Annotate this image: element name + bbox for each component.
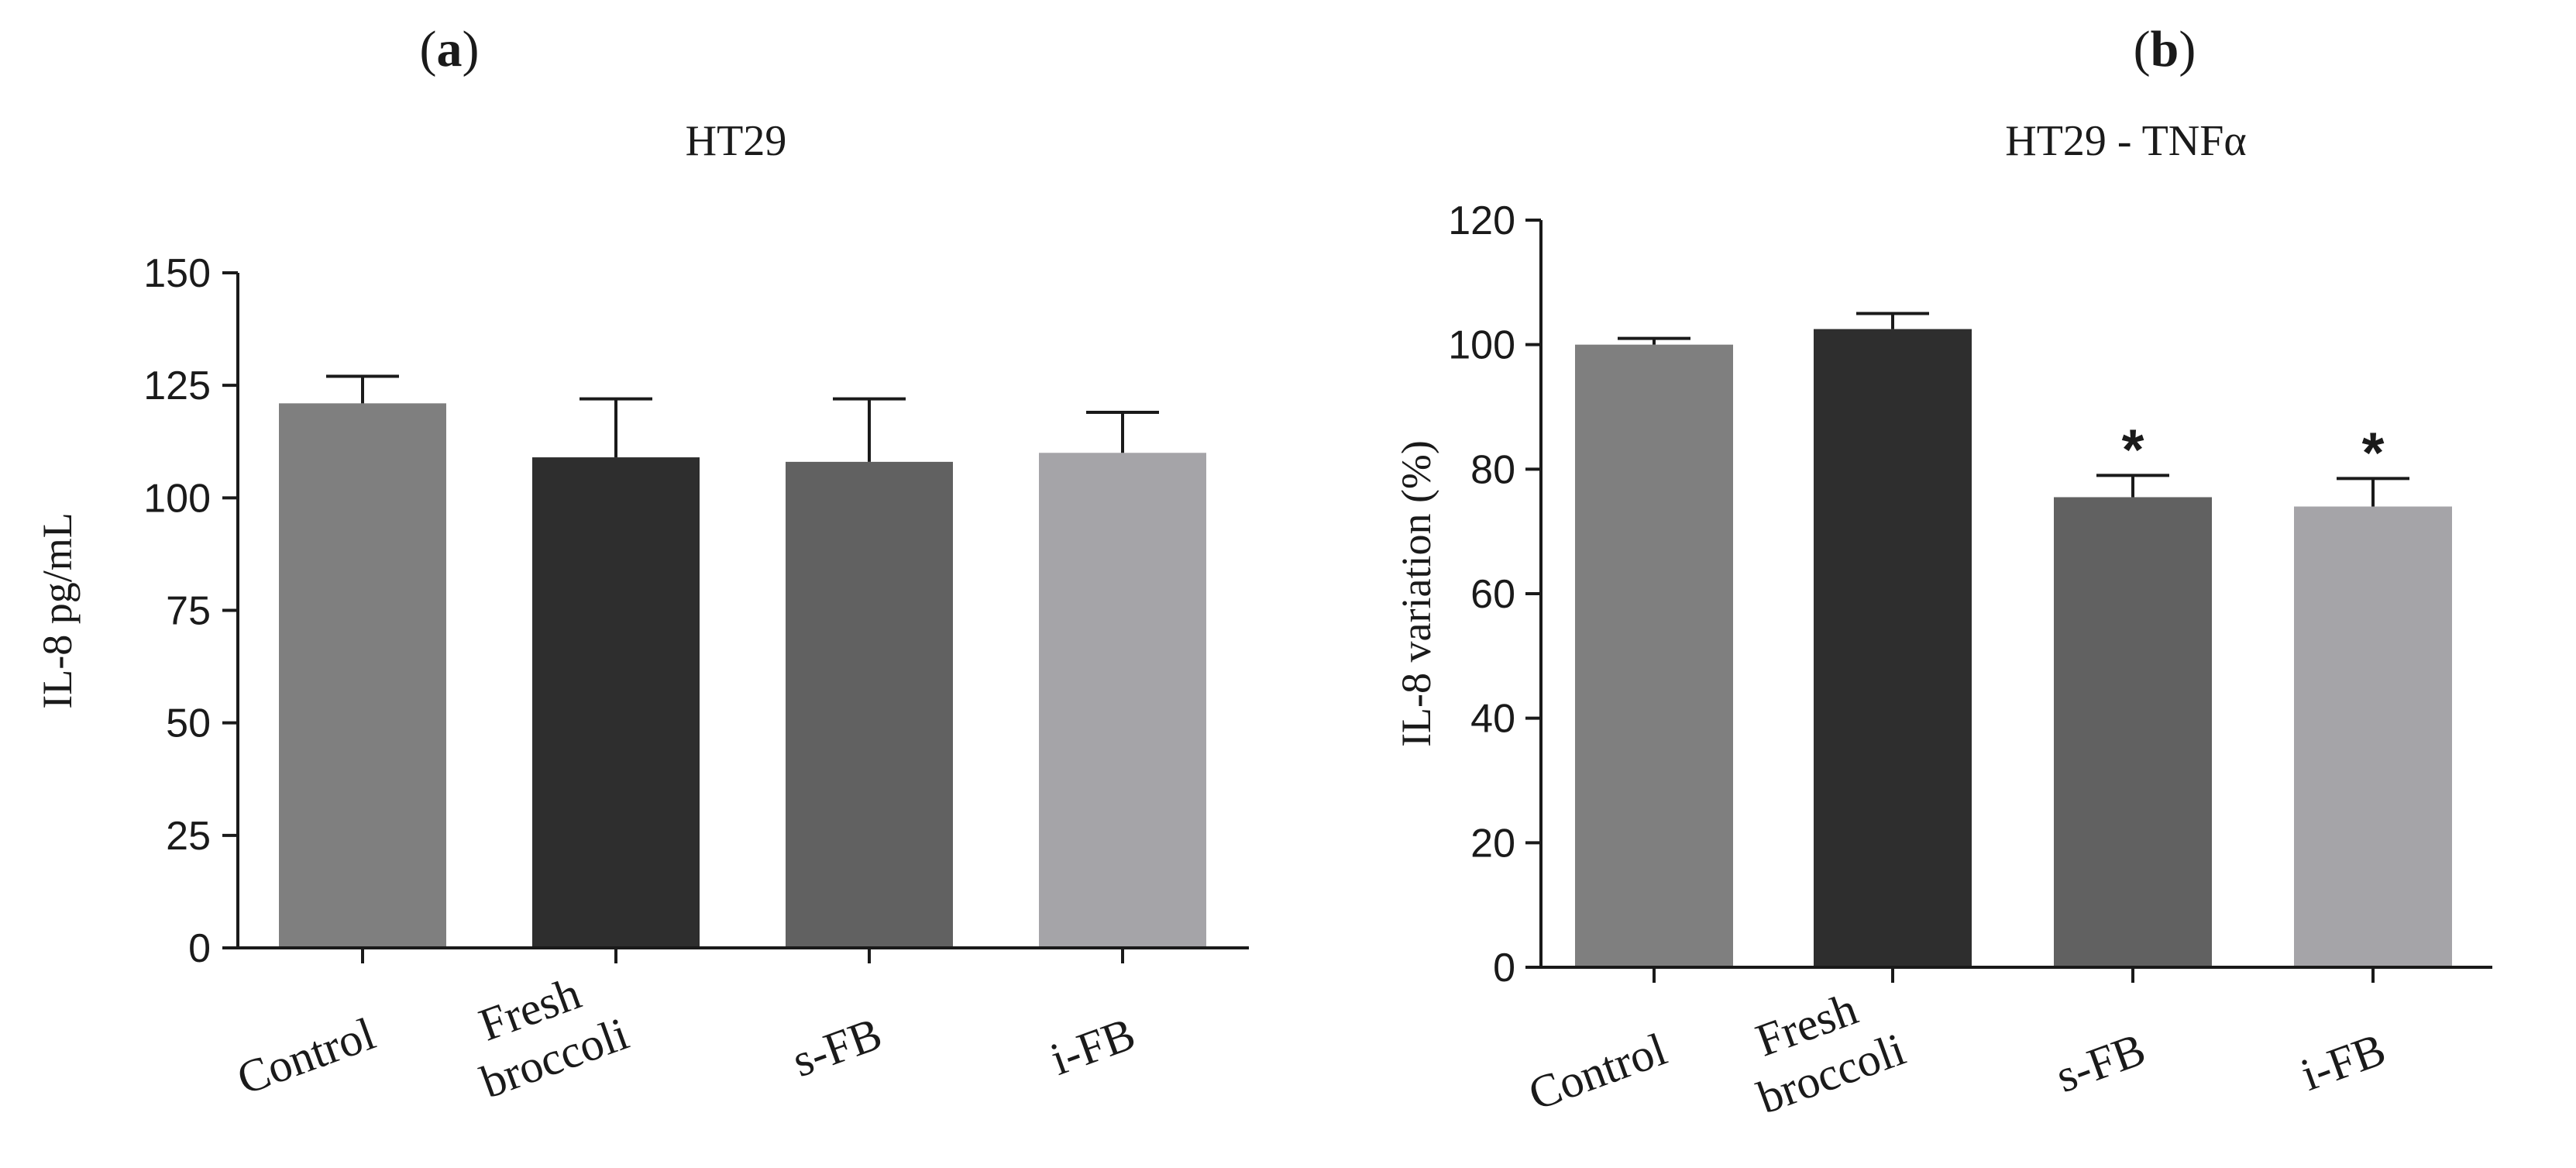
- x-tick-label: Freshbroccoli: [456, 956, 635, 1108]
- x-tick-label: i-FB: [1044, 1008, 1141, 1085]
- y-tick-label: 0: [1493, 946, 1515, 991]
- y-tick-label: 80: [1470, 447, 1515, 492]
- x-tick-label: Freshbroccoli: [1732, 972, 1911, 1123]
- y-tick-label: 60: [1470, 572, 1515, 617]
- y-tick-label: 150: [143, 251, 211, 296]
- significance-marker: *: [2122, 417, 2144, 481]
- bar: [532, 457, 700, 948]
- x-tick-label-line: i-FB: [2294, 1023, 2392, 1101]
- y-tick-label: 40: [1470, 697, 1515, 742]
- x-tick-label-line: Control: [1522, 1023, 1673, 1120]
- panel-b-letter: (b): [2134, 21, 2196, 78]
- bar: [786, 461, 953, 948]
- y-tick-label: 120: [1448, 198, 1515, 243]
- x-tick-label-line: s-FB: [2049, 1023, 2151, 1102]
- bar: [1039, 453, 1206, 948]
- y-tick-label: 100: [143, 476, 211, 521]
- x-tick-label-line: Control: [231, 1008, 382, 1104]
- y-axis-label: IL-8 variation (%): [1393, 440, 1439, 747]
- panel-a-letter: (a): [420, 21, 480, 78]
- chart-title: HT29 - TNFα: [2005, 117, 2246, 165]
- x-tick-label-line: i-FB: [1044, 1008, 1141, 1085]
- chart-a: HT29 IL-8 pg/mL 0 25 50 75 100 125 150 Control Fre…: [34, 117, 1249, 1108]
- x-tick-label: i-FB: [2294, 1023, 2392, 1101]
- significance-marker: *: [2362, 420, 2385, 484]
- y-tick-label: 0: [188, 926, 211, 971]
- x-tick-label: Control: [231, 1008, 382, 1104]
- y-tick-label: 25: [166, 814, 211, 859]
- y-axis-label: IL-8 pg/mL: [34, 512, 81, 708]
- bar: [1814, 329, 1972, 967]
- chart-b: HT29 - TNFα IL-8 variation (%) * * 0 20 40 60 80…: [1393, 117, 2492, 1123]
- x-tick-label: s-FB: [2049, 1023, 2151, 1102]
- bar: [2054, 497, 2212, 967]
- y-tick-label: 20: [1470, 821, 1515, 866]
- bar: [1575, 344, 1733, 968]
- y-tick-label: 75: [166, 589, 211, 634]
- x-tick-label-line: s-FB: [786, 1008, 888, 1087]
- y-tick-label: 125: [143, 363, 211, 408]
- bar: [279, 403, 446, 948]
- x-tick-label: Control: [1522, 1023, 1673, 1120]
- y-tick-label: 100: [1448, 323, 1515, 368]
- chart-title: HT29: [686, 117, 787, 165]
- x-tick-label: s-FB: [786, 1008, 888, 1087]
- y-tick-label: 50: [166, 701, 211, 746]
- bar: [2294, 506, 2452, 967]
